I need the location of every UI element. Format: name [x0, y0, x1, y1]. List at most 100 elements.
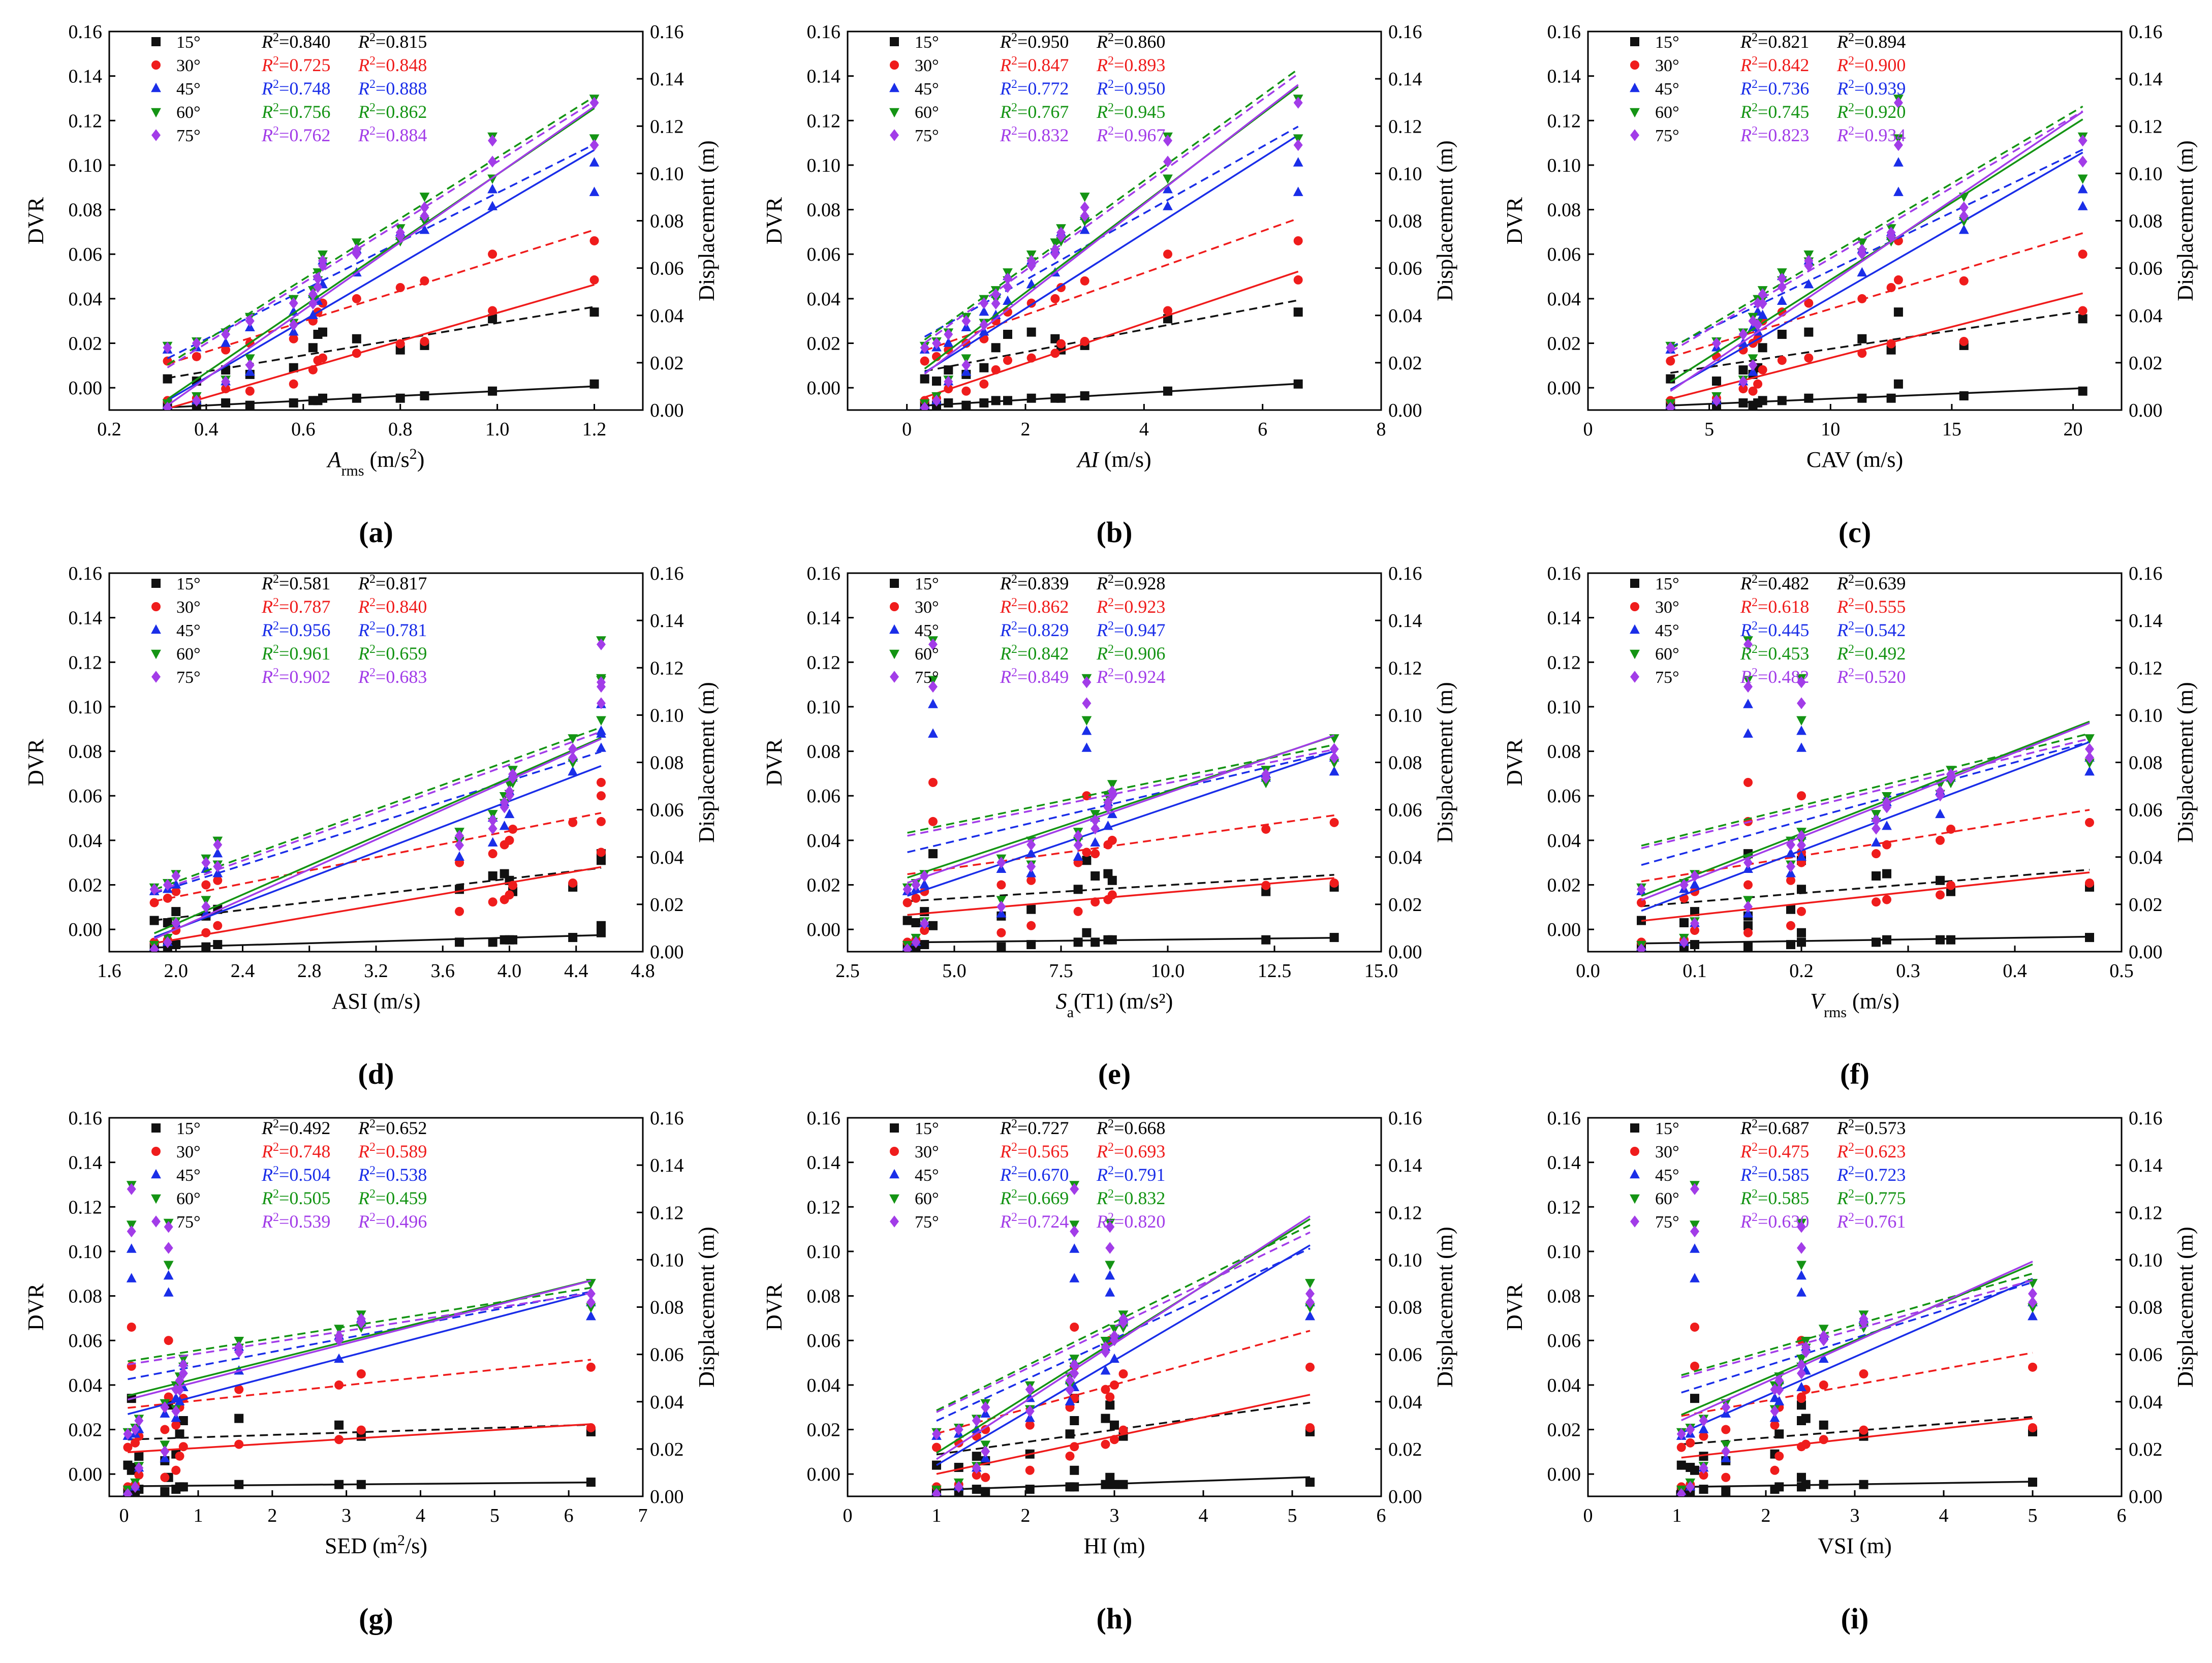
point-dvr-75	[1753, 297, 1763, 309]
point-dvr-45	[163, 1270, 174, 1280]
y-tick-label: 0.00	[69, 378, 103, 399]
y-tick-label: 0.06	[69, 244, 103, 265]
y-tick-label: 0.04	[807, 1375, 841, 1396]
panel-label: (e)	[1098, 1057, 1131, 1090]
y-tick-label: 0.04	[807, 830, 841, 852]
point-dvr-75	[1721, 1401, 1731, 1414]
x-tick-label: 12.5	[1258, 960, 1292, 982]
point-disp-60	[244, 354, 255, 364]
legend-label-45: 45°	[176, 80, 201, 99]
point-disp-15	[596, 928, 606, 937]
point-disp-75	[1893, 139, 1903, 151]
point-disp-75	[1797, 1242, 1806, 1254]
y-tick-label: 0.04	[1547, 830, 1581, 852]
legend-marker-60	[1630, 108, 1640, 118]
r2-value: 0.639	[1864, 573, 1906, 593]
r2-disp-30: R2=0.840	[358, 596, 427, 617]
point-dvr-30	[1872, 849, 1881, 859]
y-right-tick-label: 0.08	[2129, 752, 2163, 774]
point-dvr-15	[488, 314, 497, 324]
point-dvr-75	[1091, 814, 1100, 827]
point-dvr-75	[961, 315, 971, 327]
point-disp-30	[2085, 878, 2094, 888]
point-disp-60	[1748, 354, 1758, 364]
r2-value: 0.555	[1864, 597, 1906, 617]
point-disp-75	[928, 680, 938, 693]
fit-line-dvr-15	[1641, 868, 2090, 907]
r2-value: 0.934	[1864, 125, 1906, 145]
r2-disp-45: R2=0.791	[1096, 1164, 1165, 1185]
point-disp-45	[1857, 267, 1867, 277]
point-dvr-75	[245, 315, 255, 327]
point-dvr-15	[1699, 1452, 1708, 1461]
y-right-tick-label: 0.16	[2129, 563, 2163, 584]
y-tick-label: 0.00	[1547, 1464, 1581, 1485]
point-disp-75	[920, 917, 929, 929]
y-tick-label: 0.08	[69, 741, 103, 763]
y-right-axis-label: Displacement (m)	[2173, 140, 2198, 301]
point-disp-75	[1721, 1445, 1731, 1458]
point-disp-45	[1329, 766, 1339, 776]
r2-value: 0.888	[386, 78, 427, 99]
point-disp-75	[944, 375, 953, 388]
r2-dvr-15: R2=0.492	[261, 1117, 330, 1138]
legend-label-75: 75°	[915, 668, 939, 687]
point-dvr-45	[1163, 183, 1173, 194]
point-dvr-15	[589, 307, 599, 317]
point-disp-30	[1025, 1465, 1035, 1475]
point-disp-15	[318, 393, 327, 403]
y-tick-label: 0.02	[69, 875, 103, 896]
point-dvr-15	[1758, 343, 1767, 353]
point-disp-15	[160, 1487, 170, 1496]
panel-label: (f)	[1840, 1057, 1870, 1090]
legend-marker-75	[1630, 1215, 1639, 1228]
y-right-tick-label: 0.06	[2129, 258, 2163, 279]
point-dvr-75	[213, 838, 223, 851]
point-dvr-15	[1026, 904, 1036, 914]
point-dvr-15	[932, 376, 941, 386]
legend-marker-75	[151, 671, 161, 683]
point-disp-60	[160, 1440, 170, 1450]
y-tick-label: 0.00	[1547, 378, 1581, 399]
y-right-tick-label: 0.12	[2129, 657, 2163, 679]
x-tick-label: 8	[1377, 419, 1386, 440]
point-disp-30	[1936, 890, 1945, 900]
r2-dvr-15: R2=0.821	[1740, 31, 1809, 52]
r2-dvr-15: R2=0.727	[1000, 1117, 1069, 1138]
legend-marker-15	[1630, 1123, 1639, 1133]
point-dvr-15	[1857, 334, 1867, 343]
legend-label-15: 15°	[176, 1119, 201, 1138]
plot-area	[1676, 1181, 2038, 1496]
x-axis-label-part: 2	[410, 446, 417, 462]
point-dvr-30	[596, 777, 606, 787]
point-dvr-75	[164, 1221, 173, 1233]
point-disp-45	[1081, 742, 1092, 752]
y-right-tick-label: 0.04	[650, 1392, 684, 1413]
y-tick-label: 0.00	[807, 1464, 841, 1485]
r2-disp-45: R2=0.723	[1836, 1164, 1906, 1185]
r2-dvr-45: R2=0.445	[1740, 619, 1809, 640]
r2-disp-30: R2=0.900	[1836, 54, 1906, 75]
point-disp-45	[596, 742, 606, 752]
x-tick-label: 4	[1939, 1505, 1949, 1526]
point-disp-30	[1743, 928, 1753, 937]
fit-line-dvr-30	[907, 814, 1334, 875]
legend-marker-15	[151, 579, 161, 588]
y-right-tick-label: 0.04	[2129, 1392, 2163, 1413]
r2-value: 0.832	[1124, 1188, 1165, 1208]
r2-value: 0.772	[1027, 78, 1069, 99]
y-tick-label: 0.08	[807, 1286, 841, 1307]
point-dvr-45	[928, 699, 938, 708]
legend-label-30: 30°	[1655, 1143, 1679, 1162]
point-disp-15	[589, 379, 599, 389]
legend-label-75: 75°	[1655, 1213, 1679, 1232]
r2-value: 0.821	[1768, 32, 1809, 52]
point-dvr-30	[1025, 1420, 1035, 1430]
point-dvr-30	[1305, 1362, 1315, 1372]
y-right-tick-label: 0.14	[2129, 1155, 2163, 1176]
r2-value: 0.791	[1124, 1165, 1165, 1185]
point-dvr-75	[1105, 1221, 1115, 1233]
y-right-tick-label: 0.16	[650, 1108, 684, 1129]
r2-dvr-60: R2=0.767	[1000, 101, 1069, 122]
r2-dvr-75: R2=0.762	[261, 124, 330, 145]
